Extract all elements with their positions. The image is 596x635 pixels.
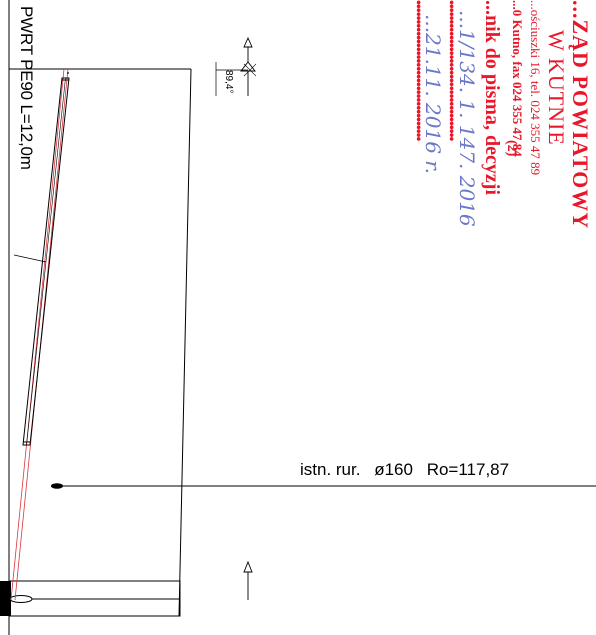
angle-label: 89,4° (223, 70, 234, 94)
stamp-number: (2) (504, 140, 519, 157)
stamp-office-name: ...ZĄD POWIATOWY (568, 0, 593, 230)
existing-pipe-name: istn. rur. (300, 460, 361, 479)
right-edge-line (178, 68, 192, 617)
stamp-address: ...ościuszki 16, tel. 024 355 47 89 (528, 0, 543, 176)
existing-pipe-ro: Ro=117,87 (426, 460, 510, 479)
bottom-arrow-head (243, 560, 253, 573)
handwritten-reference: ...1/134. 1. 147. 2016 (455, 10, 479, 227)
angle-diagonal-2 (243, 63, 257, 77)
pipe-label: PWRT PE90 L=12,0m (17, 6, 36, 170)
stamp-fax: ...0 Kutno, fax 024 355 47 84 (510, 0, 525, 157)
pe-pipe-top-dot (67, 72, 69, 74)
angle-arrow-head (243, 36, 253, 48)
existing-pipe-marker (51, 483, 63, 489)
pe-pipe (22, 77, 70, 446)
bottom-pipe-end (9, 595, 33, 603)
existing-pipe-label: istn. rur. ø160 Ro=117,87 (300, 460, 509, 479)
stamp-city: W KUTNIE (544, 30, 569, 146)
bottom-black-block (0, 581, 11, 616)
stamp-dotted-line-2: •••••••••••••••••••••••••••••••••••• (410, 0, 425, 141)
pipe-label-leader (13, 254, 47, 263)
existing-pipe-diameter: ø160 (374, 460, 413, 479)
pe-pipe-inner (26, 77, 66, 446)
red-guide-line-1 (10, 68, 65, 601)
stamp-attachment-line: ...nik do pisma, decyzji (481, 0, 503, 196)
